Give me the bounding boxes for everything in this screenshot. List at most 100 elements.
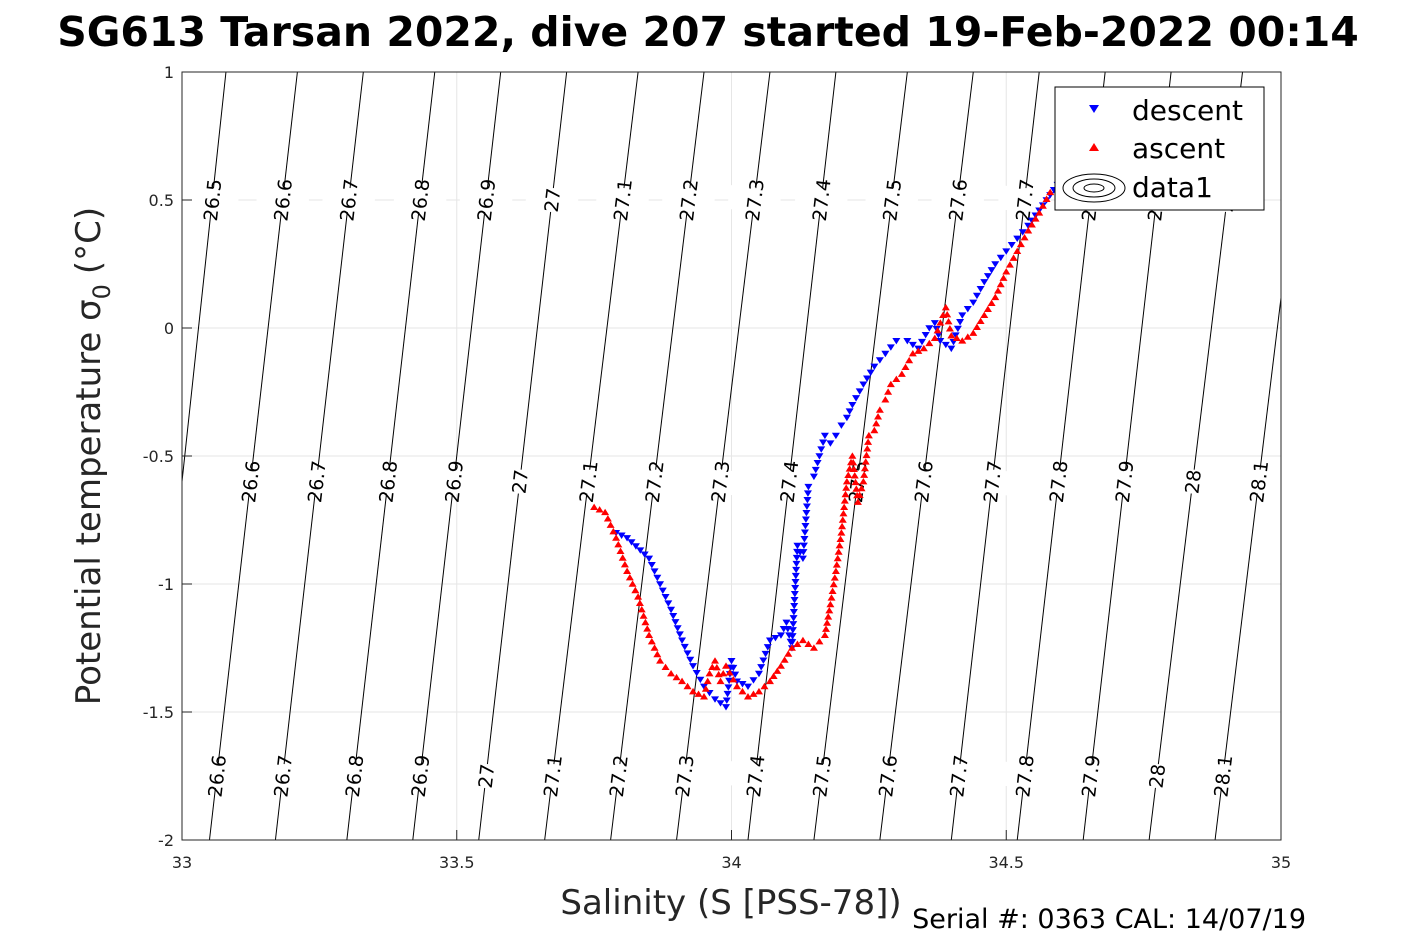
ascent-point xyxy=(820,631,829,638)
ascent-point xyxy=(936,319,945,326)
ascent-point xyxy=(908,350,917,357)
density-contour-label: 26.6 xyxy=(238,459,265,504)
contour-label-background xyxy=(794,185,849,215)
ascent-point xyxy=(840,503,849,510)
ascent-point xyxy=(635,599,644,606)
descent-point xyxy=(763,644,772,651)
y-axis-label-unit: (°C) xyxy=(69,207,109,274)
ascent-point xyxy=(590,503,599,510)
contour-label-background xyxy=(727,184,782,216)
descent-point xyxy=(673,625,682,632)
ascent-point xyxy=(623,567,632,574)
ascent-point xyxy=(700,693,709,700)
descent-point xyxy=(656,581,665,588)
ascent-point xyxy=(614,540,623,548)
ascent-point xyxy=(980,311,989,318)
ascent-point xyxy=(725,669,734,676)
y-tick-label: 1 xyxy=(164,63,174,82)
ascent-point xyxy=(884,388,893,395)
descent-point xyxy=(725,677,734,685)
ascent-point xyxy=(864,431,873,439)
ascent-point xyxy=(595,506,604,513)
ascent-point xyxy=(637,606,646,613)
ascent-point xyxy=(711,657,720,664)
descent-point xyxy=(903,338,912,345)
density-contour-label: 27.9 xyxy=(1078,754,1105,799)
contour-label-background xyxy=(360,466,416,497)
density-contour-label: 27.1 xyxy=(610,178,637,223)
descent-point xyxy=(1018,229,1027,236)
descent-point xyxy=(724,684,733,691)
ascent-point xyxy=(609,527,618,535)
descent-point xyxy=(722,697,731,704)
density-contour-label: 26.7 xyxy=(304,459,331,504)
descent-point xyxy=(722,704,731,711)
ascent-point xyxy=(732,682,741,690)
descent-point xyxy=(765,637,774,644)
descent-point xyxy=(953,325,962,333)
contour-label-background xyxy=(458,185,514,215)
density-contour-label: 27.8 xyxy=(1046,459,1073,504)
descent-point xyxy=(817,446,826,453)
ascent-point xyxy=(749,690,758,697)
ascent-point xyxy=(841,490,850,498)
ascent-point xyxy=(999,274,1008,281)
ascent-point xyxy=(839,510,848,517)
ascent-point xyxy=(829,580,838,588)
contour-label-background xyxy=(492,466,547,497)
contour-label-background xyxy=(860,760,915,792)
ascent-point xyxy=(667,670,676,677)
descent-point xyxy=(804,483,813,491)
ascent-point xyxy=(838,522,847,530)
descent-point xyxy=(789,615,798,622)
descent-point xyxy=(987,267,996,274)
descent-point xyxy=(886,344,895,351)
ascent-point xyxy=(603,515,612,522)
ascent-point xyxy=(994,287,1003,294)
descent-point xyxy=(958,312,967,319)
density-contour-label: 27.3 xyxy=(672,754,699,799)
ascent-point xyxy=(754,687,763,695)
legend-descent-label: descent xyxy=(1132,94,1243,127)
ascent-point xyxy=(683,682,692,690)
contour-label-background xyxy=(1063,761,1118,791)
ascent-point xyxy=(831,567,840,574)
ascent-point xyxy=(705,670,714,677)
ascent-point xyxy=(1016,240,1025,248)
density-contour-label: 26.9 xyxy=(474,178,501,223)
contour-label-background xyxy=(657,760,712,792)
density-contour-label: 27.1 xyxy=(576,459,603,504)
descent-point xyxy=(881,350,890,358)
descent-point xyxy=(947,345,956,353)
ascent-point xyxy=(639,612,648,619)
contour-label-background xyxy=(661,184,716,216)
ascent-point xyxy=(983,305,992,313)
ascent-point xyxy=(849,465,858,472)
descent-point xyxy=(700,683,709,690)
ascent-point xyxy=(694,690,703,697)
ascent-point xyxy=(1020,233,1029,241)
density-contour-label: 27.3 xyxy=(708,459,735,504)
contour-label-background xyxy=(728,761,783,791)
y-axis-label-main: Potential temperature σ xyxy=(69,299,109,705)
descent-point xyxy=(788,627,797,634)
contour-label-background xyxy=(392,185,448,215)
ascent-point xyxy=(987,299,996,307)
ascent-point xyxy=(616,547,625,555)
descent-point xyxy=(980,279,989,286)
ascent-point xyxy=(897,370,906,377)
ascent-point xyxy=(620,560,629,568)
ascent-point xyxy=(919,344,928,352)
contour-label-background xyxy=(591,760,646,792)
descent-point xyxy=(631,543,640,550)
descent-point xyxy=(803,496,812,504)
ascent-point xyxy=(618,554,627,561)
descent-point xyxy=(711,696,720,703)
ascent-point xyxy=(1013,247,1022,254)
density-contour-label: 26.5 xyxy=(200,178,226,222)
descent-point xyxy=(803,490,812,497)
contour-label-background xyxy=(392,761,448,791)
ascent-point xyxy=(860,464,869,472)
ascent-point xyxy=(834,548,843,555)
ascent-point xyxy=(861,458,870,465)
